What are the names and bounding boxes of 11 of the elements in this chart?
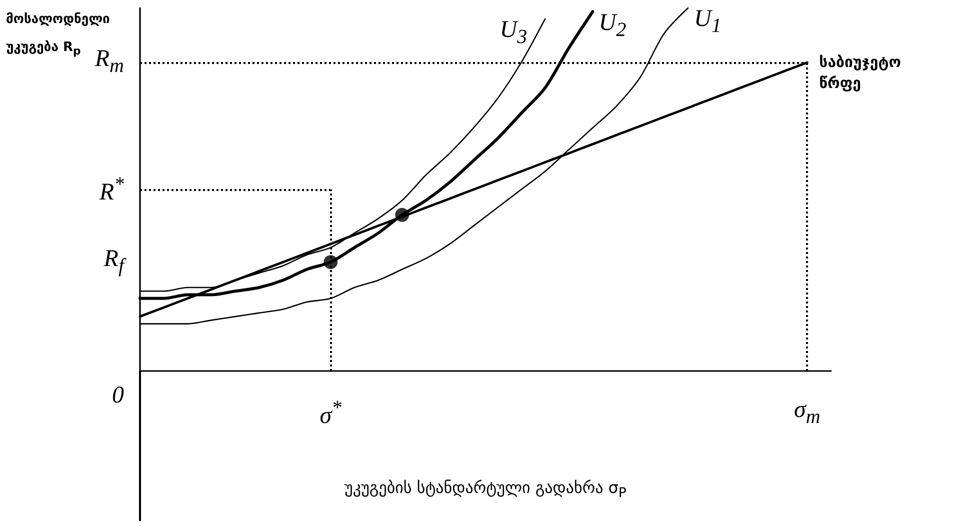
x-tick-label: σ$_{m}$ — [794, 397, 820, 429]
series-label: U$_{2}$ — [598, 10, 626, 42]
text: R$_{f}$ — [104, 246, 124, 278]
series-label: U$_{1}$ — [694, 6, 722, 38]
x-axis-title: უკუგების სტანდარტული გადახრა σ$_{P}$ — [344, 478, 626, 502]
x-tick-label: σ$^{*}$ — [320, 397, 342, 430]
ref-line-label: R$_{m}$ — [94, 46, 124, 78]
series-label: U$_{3}$ — [500, 17, 528, 49]
ref-line-label: R$^{*}$ — [99, 173, 124, 206]
text: 0 — [112, 382, 124, 410]
series-label: საბიუჯეტო წრფე — [819, 52, 902, 94]
